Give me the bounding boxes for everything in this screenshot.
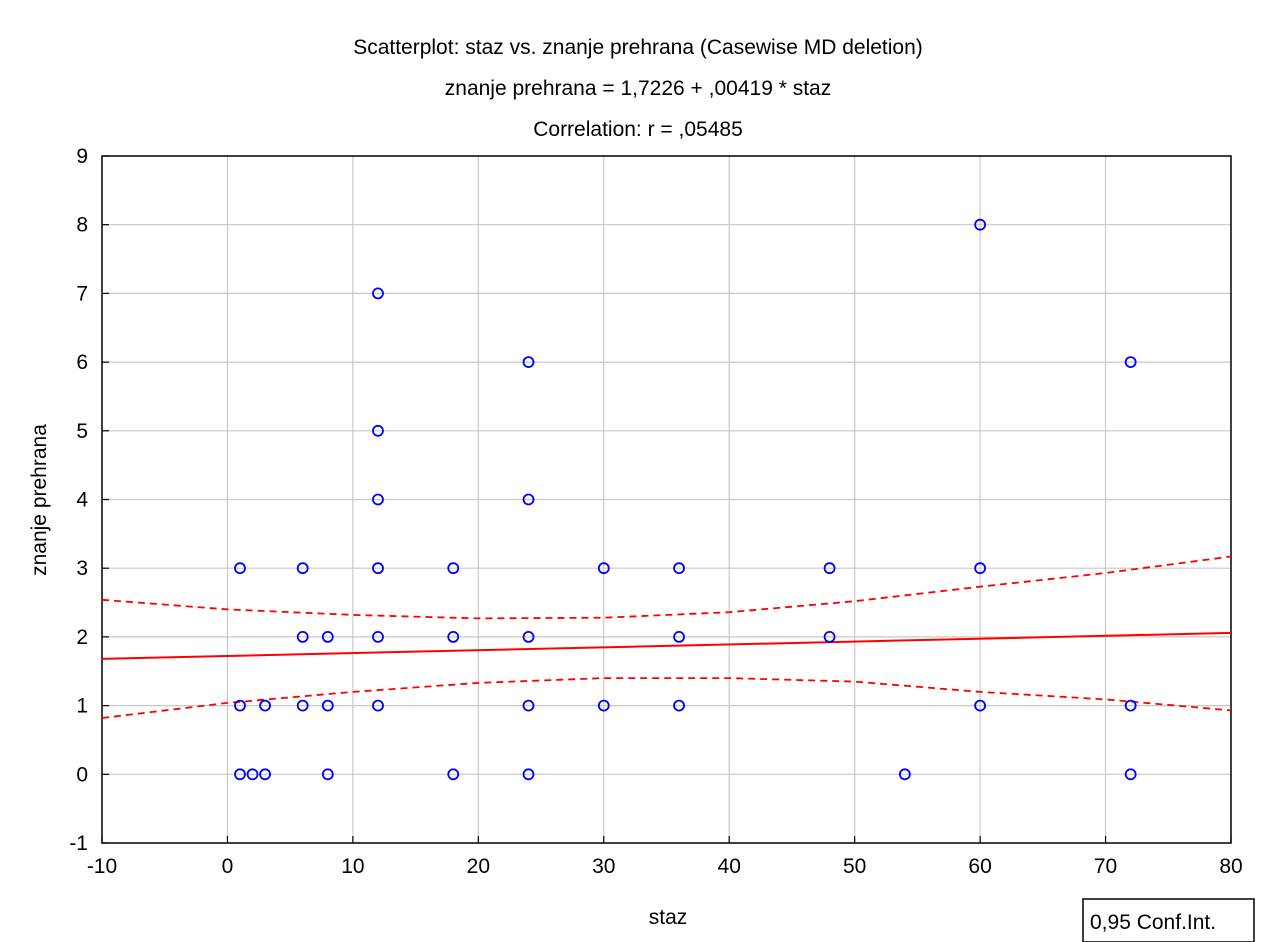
data-point [372,424,384,437]
x-tick-label: 30 [592,855,615,878]
confidence-lower-line [101,677,1232,719]
data-point [823,631,836,643]
legend-box [1082,898,1255,942]
x-tick-label: -10 [87,855,117,878]
y-tick-label: 4 [76,489,88,512]
y-tick-label: 6 [76,351,88,374]
data-point [898,768,911,781]
x-tick-label: 0 [222,855,234,878]
data-point [974,218,987,231]
data-point [447,562,460,575]
x-tick-label: 60 [968,855,991,878]
data-point [296,562,309,575]
data-point [522,631,535,643]
x-tick-label: 80 [1219,855,1242,878]
data-point [522,493,535,506]
data-points [234,218,1137,781]
data-point [321,699,334,712]
x-axis-label: staz [649,906,688,929]
data-point [1124,356,1137,369]
y-tick-label: 1 [76,695,88,718]
data-point [296,699,309,712]
legend: 0,95 Conf.Int. [1082,898,1255,942]
grid-lines [102,156,1231,843]
data-point [673,562,685,575]
x-tick-label: 70 [1094,855,1117,878]
x-axis-ticks: -10 0 10 20 30 40 50 60 70 80 [87,836,1243,878]
data-point [372,287,384,300]
data-point [673,699,685,712]
data-point [372,631,384,643]
confidence-band [101,555,1232,719]
y-tick-label: -1 [69,832,88,855]
data-point [234,562,246,575]
y-axis-ticks: -1 0 1 2 3 4 5 6 7 8 9 [69,145,109,855]
data-point [974,562,987,575]
y-tick-label: 8 [76,214,88,237]
data-point [522,356,535,369]
data-point [823,562,836,575]
regression-equation: znanje prehrana = 1,7226 + ,00419 * staz [445,77,831,100]
data-point [372,562,384,575]
y-tick-label: 7 [76,282,88,305]
data-point [246,768,259,781]
regression-fit-line [101,631,1232,660]
data-point [372,493,384,506]
data-point [522,699,535,712]
regression-line [101,631,1232,660]
data-point [974,699,987,712]
chart-title: Scatterplot: staz vs. znanje prehrana (C… [353,36,923,59]
data-point [1124,768,1137,781]
y-tick-label: 5 [76,420,88,443]
y-axis-label: znanje prehrana [28,424,51,576]
data-point [1124,699,1137,712]
data-point [673,631,685,643]
data-point [372,699,384,712]
data-point [447,631,460,643]
legend-label: 0,95 Conf.Int. [1090,911,1216,934]
data-point [259,768,271,781]
x-tick-label: 40 [718,855,741,878]
x-tick-label: 20 [467,855,490,878]
data-point [234,699,246,712]
data-point [234,768,246,781]
data-point [321,768,334,781]
data-point [597,699,610,712]
x-tick-label: 50 [843,855,866,878]
data-point [259,699,271,712]
data-point [321,631,334,643]
data-point [522,768,535,781]
y-tick-label: 3 [76,557,88,580]
correlation-text: Correlation: r = ,05485 [533,118,743,141]
data-point [597,562,610,575]
data-point [447,768,460,781]
confidence-upper-line [101,555,1232,620]
data-point [296,631,309,643]
y-tick-label: 2 [76,626,88,649]
x-tick-label: 10 [341,855,364,878]
y-tick-label: 0 [76,763,88,786]
y-tick-label: 9 [76,145,88,168]
